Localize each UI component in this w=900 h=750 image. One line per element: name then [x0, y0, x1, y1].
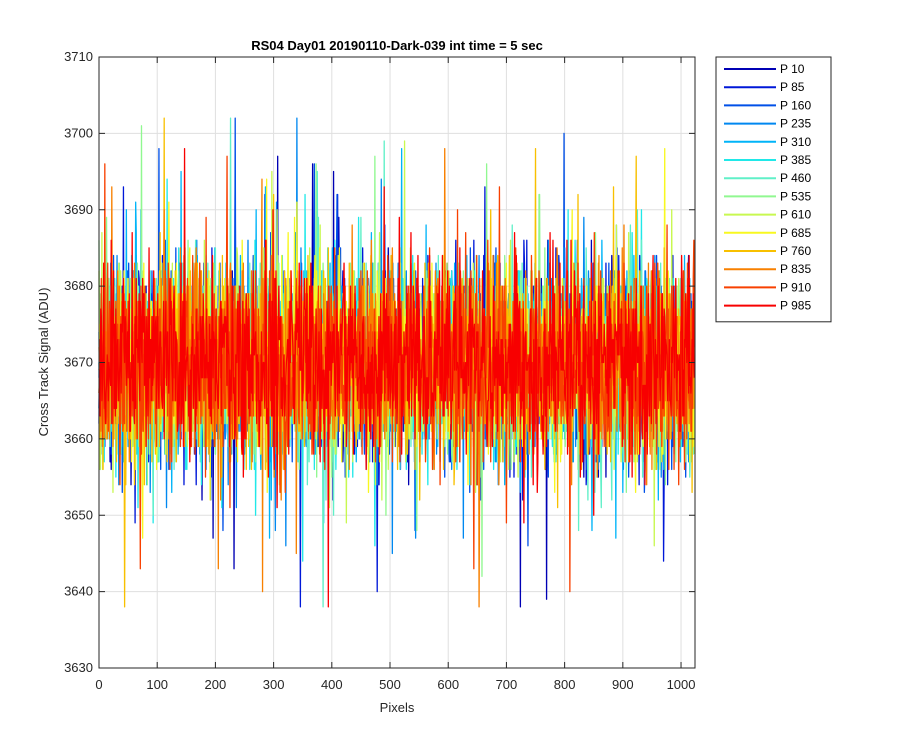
- legend-entry-4: P 310: [780, 135, 811, 149]
- legend-entry-13: P 985: [780, 299, 811, 313]
- y-tick-label-2: 3650: [64, 507, 93, 522]
- legend-entry-10: P 760: [780, 244, 811, 258]
- legend-entry-0: P 10: [780, 62, 805, 76]
- x-tick-label-1: 100: [146, 677, 168, 692]
- y-tick-label-6: 3690: [64, 202, 93, 217]
- tick-labels: 0 100 200 300 400 500 600 700 800 900 1000 3630 3640…: [64, 49, 695, 692]
- legend-entry-9: P 685: [780, 226, 811, 240]
- x-tick-label-9: 900: [612, 677, 634, 692]
- series-line-p985: [98, 147, 696, 608]
- x-tick-label-0: 0: [95, 677, 102, 692]
- y-tick-label-1: 3640: [64, 584, 93, 599]
- x-axis-label: Pixels: [380, 700, 415, 715]
- legend-entry-8: P 610: [780, 208, 811, 222]
- y-axis-label: Cross Track Signal (ADU): [36, 288, 51, 437]
- series-lines: [98, 117, 696, 608]
- x-tick-label-5: 500: [379, 677, 401, 692]
- legend: P 10 P 85 P 160 P 235 P 310 P 385 P 460 P 535 P …: [715, 56, 832, 323]
- legend-entry-5: P 385: [780, 153, 811, 167]
- legend-entry-7: P 535: [780, 189, 811, 203]
- legend-entry-11: P 835: [780, 262, 811, 276]
- y-tick-label-3: 3660: [64, 431, 93, 446]
- legend-box: [715, 56, 832, 323]
- y-tick-label-4: 3670: [64, 355, 93, 370]
- x-tick-label-7: 700: [496, 677, 518, 692]
- y-tick-label-8: 3710: [64, 49, 93, 64]
- y-tick-label-7: 3700: [64, 125, 93, 140]
- chart-title: RS04 Day01 20190110-Dark-039 int time = …: [251, 38, 543, 53]
- x-tick-label-2: 200: [205, 677, 227, 692]
- y-tick-label-5: 3680: [64, 278, 93, 293]
- legend-entry-3: P 235: [780, 117, 811, 131]
- legend-entry-12: P 910: [780, 280, 811, 294]
- x-tick-label-4: 400: [321, 677, 343, 692]
- legend-entry-6: P 460: [780, 171, 811, 185]
- y-tick-label-0: 3630: [64, 660, 93, 675]
- x-tick-label-3: 300: [263, 677, 285, 692]
- x-tick-label-10: 1000: [667, 677, 696, 692]
- legend-entry-1: P 85: [780, 80, 805, 94]
- x-tick-label-8: 800: [554, 677, 576, 692]
- legend-entry-2: P 160: [780, 98, 811, 112]
- x-tick-label-6: 600: [437, 677, 459, 692]
